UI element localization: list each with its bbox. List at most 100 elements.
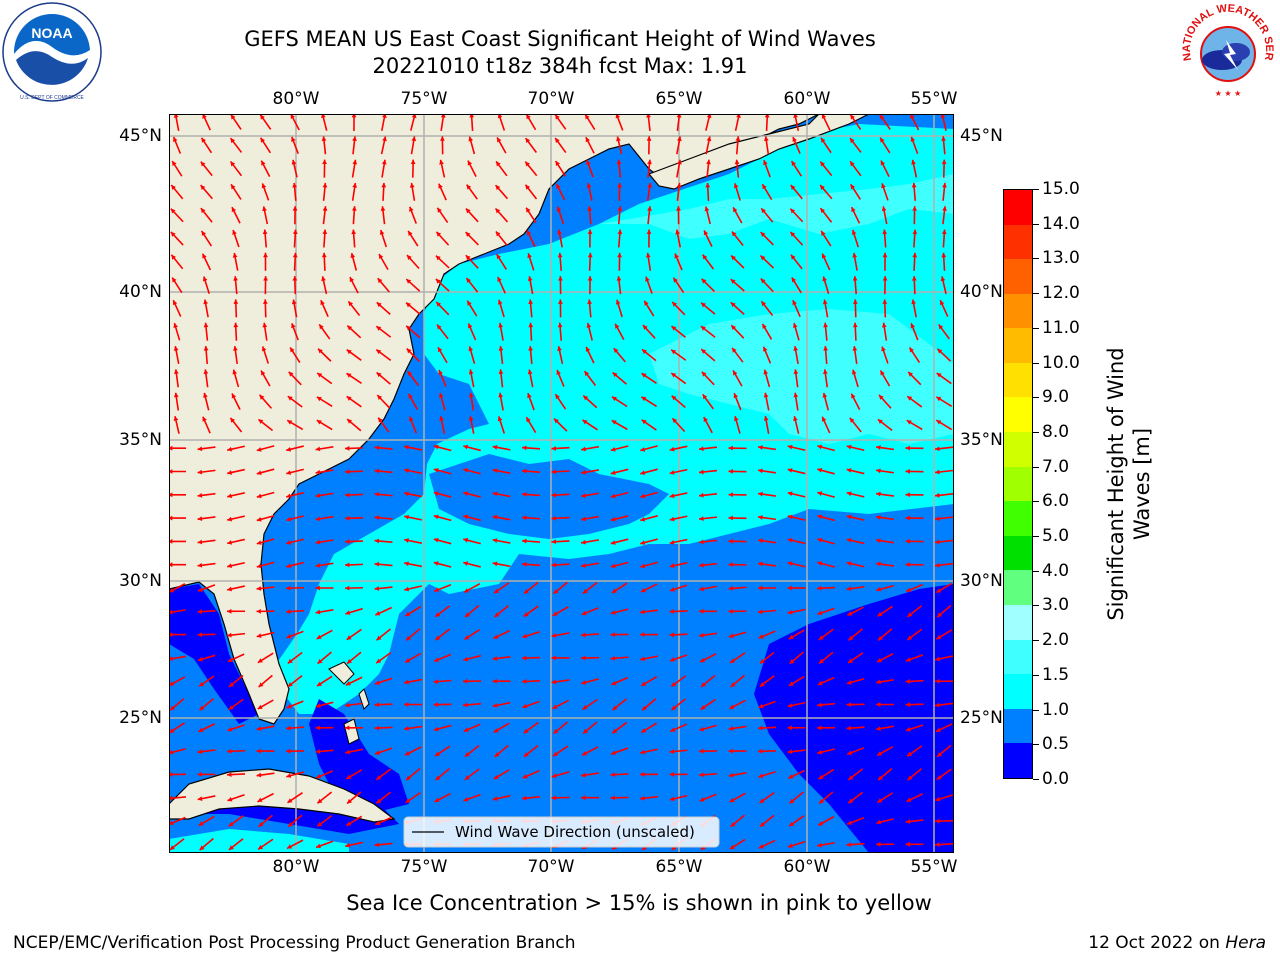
wind-wave-arrowhead	[556, 369, 561, 375]
lat-label-right: 35°N	[960, 430, 1003, 450]
wind-wave-arrowhead	[876, 586, 882, 592]
colorbar-tick-label: 6.0	[1042, 491, 1070, 512]
wind-wave-arrowhead	[172, 160, 177, 166]
wind-wave-arrowhead	[936, 396, 942, 402]
wind-wave-arrowhead	[557, 346, 562, 352]
wind-wave-arrowhead	[941, 252, 947, 258]
wind-wave-arrowhead	[464, 752, 470, 757]
wind-wave-arrowhead	[820, 185, 825, 190]
wind-wave-arrowhead	[557, 322, 563, 328]
wind-wave-arrowhead	[409, 416, 414, 422]
colorbar-tick-label: 10.0	[1042, 352, 1080, 373]
wind-wave-arrowhead	[169, 681, 175, 686]
wind-wave-arrowhead	[669, 587, 675, 592]
wind-wave-arrowhead	[787, 725, 792, 731]
wind-wave-arrowhead	[847, 750, 853, 756]
wind-wave-arrowhead	[793, 416, 798, 421]
wind-wave-arrowhead	[463, 656, 469, 662]
colorbar-segment	[1004, 362, 1032, 398]
wind-wave-arrowhead	[758, 773, 764, 779]
wind-wave-arrowhead	[527, 369, 533, 375]
wind-wave-arrowhead	[823, 346, 829, 351]
wind-wave-arrowhead	[905, 445, 910, 451]
wind-wave-arrowhead	[551, 795, 556, 801]
colorbar	[1003, 189, 1033, 779]
wind-wave-arrowhead	[497, 114, 503, 119]
wind-wave-arrowhead	[937, 752, 942, 757]
wind-wave-arrowhead	[522, 633, 528, 639]
wind-wave-arrowhead	[288, 822, 293, 827]
wind-wave-arrowhead	[673, 277, 678, 283]
wind-wave-arrowhead	[404, 538, 409, 543]
wind-wave-arrowhead	[699, 726, 705, 732]
colorbar-tick-label: 3.0	[1042, 595, 1070, 616]
wind-wave-arrowhead	[877, 751, 883, 756]
wind-wave-arrowhead	[676, 182, 682, 188]
wind-wave-arrowhead	[876, 679, 881, 685]
wind-wave-arrowhead	[198, 587, 204, 592]
wind-wave-arrowhead	[381, 159, 387, 165]
wind-wave-arrowhead	[345, 702, 350, 708]
wind-wave-arrowhead	[912, 229, 918, 235]
wind-wave-arrowhead	[316, 681, 322, 687]
wind-wave-arrowhead	[587, 229, 593, 234]
wind-wave-arrowhead	[494, 752, 500, 757]
wind-wave-arrowhead	[347, 419, 353, 424]
wind-wave-arrowhead	[876, 702, 881, 707]
wind-wave-arrowhead	[232, 252, 238, 258]
wind-wave-arrowhead	[669, 772, 674, 777]
wind-wave-arrowhead	[522, 538, 527, 544]
wind-wave-arrowhead	[347, 325, 353, 331]
wind-wave-arrowhead	[734, 159, 740, 165]
wind-wave-arrowhead	[492, 468, 498, 474]
colorbar-tick	[1033, 674, 1039, 676]
wind-wave-arrowhead	[553, 751, 559, 757]
wind-wave-arrowhead	[228, 845, 234, 850]
wind-wave-arrowhead	[704, 206, 710, 212]
wind-wave-arrowhead	[758, 538, 763, 544]
wind-wave-arrowhead	[404, 751, 410, 756]
wind-wave-arrowhead	[876, 491, 881, 497]
wind-wave-arrowhead	[699, 492, 704, 498]
wind-wave-arrowhead	[286, 540, 292, 545]
wind-wave-arrowhead	[817, 725, 822, 731]
wind-wave-arrowhead	[705, 182, 711, 188]
colorbar-tick	[1033, 362, 1039, 364]
wind-wave-arrowhead	[198, 821, 204, 826]
wind-wave-arrowhead	[435, 775, 441, 781]
wind-wave-arrowhead	[406, 302, 411, 308]
colorbar-tick-label: 5.0	[1042, 526, 1070, 547]
colorbar-tick-label: 1.5	[1042, 664, 1070, 685]
wind-wave-arrowhead	[374, 491, 380, 497]
wind-wave-arrowhead	[671, 372, 677, 378]
colorbar-tick	[1033, 466, 1039, 468]
wind-wave-arrowhead	[169, 820, 174, 826]
wind-wave-arrowhead	[315, 703, 321, 708]
wind-wave-arrowhead	[498, 392, 504, 398]
wind-wave-arrowhead	[758, 491, 763, 497]
wind-wave-arrowhead	[203, 392, 208, 398]
colorbar-segment	[1004, 674, 1032, 709]
footer-date: 12 Oct 2022 on Hera	[1088, 933, 1266, 953]
wind-wave-arrowhead	[758, 468, 763, 474]
wind-wave-arrowhead	[909, 347, 914, 353]
wind-wave-arrowhead	[905, 726, 911, 732]
wind-wave-arrowhead	[610, 772, 616, 778]
wind-wave-arrowhead	[817, 491, 823, 496]
wind-wave-arrowhead	[346, 373, 352, 378]
wind-wave-arrowhead	[227, 446, 233, 452]
lat-label-left: 35°N	[119, 430, 162, 450]
wind-wave-arrowhead	[374, 586, 380, 591]
wind-wave-arrowhead	[522, 703, 528, 709]
colorbar-tick-label: 0.0	[1042, 769, 1070, 789]
wind-wave-arrowhead	[940, 276, 946, 282]
wind-wave-arrowhead	[669, 657, 675, 662]
wind-wave-arrowhead	[227, 608, 232, 614]
wind-wave-arrowhead	[610, 516, 616, 522]
wind-wave-arrowhead	[406, 255, 412, 260]
colorbar-tick-label: 12.0	[1042, 283, 1080, 304]
wind-wave-arrowhead	[641, 681, 647, 686]
wind-wave-arrowhead	[911, 182, 917, 188]
wind-wave-arrowhead	[258, 844, 264, 850]
lon-label-bottom: 75°W	[400, 857, 448, 877]
